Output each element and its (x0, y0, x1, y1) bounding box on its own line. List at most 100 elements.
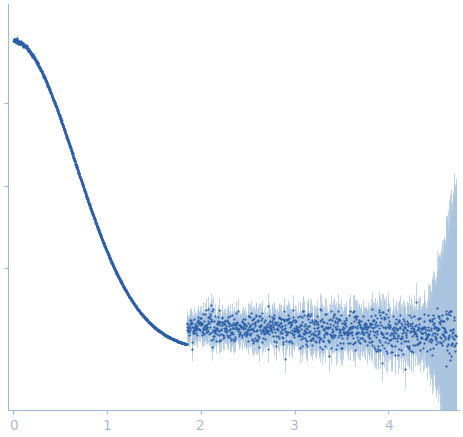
Point (111, 265, 118, 272)
Point (317, 323, 325, 329)
Point (57, 117, 64, 124)
Point (16, 40, 24, 47)
Point (151, 324, 158, 331)
Point (102, 246, 110, 253)
Point (334, 317, 342, 324)
Point (238, 318, 246, 325)
Point (72, 160, 79, 167)
Point (283, 331, 290, 338)
Point (162, 332, 169, 339)
Point (18, 41, 25, 48)
Point (405, 337, 412, 344)
Point (354, 318, 362, 325)
Point (124, 291, 131, 298)
Point (427, 326, 435, 333)
Point (128, 296, 135, 303)
Point (31, 55, 38, 62)
Point (136, 308, 143, 315)
Point (83, 193, 91, 200)
Point (82, 192, 90, 199)
Point (207, 302, 214, 309)
Point (432, 324, 439, 331)
Point (357, 317, 365, 324)
Point (46, 88, 54, 95)
Point (435, 319, 443, 326)
Point (313, 318, 320, 325)
Point (149, 322, 156, 329)
Point (50, 97, 57, 104)
Point (100, 242, 108, 249)
Point (162, 332, 169, 339)
Point (101, 243, 109, 250)
Point (172, 336, 179, 343)
Point (112, 268, 119, 275)
Point (310, 331, 317, 338)
Point (116, 276, 123, 283)
Point (403, 317, 410, 324)
Point (177, 339, 185, 346)
Point (151, 324, 158, 331)
Point (337, 327, 344, 334)
Point (375, 306, 383, 313)
Point (144, 318, 152, 325)
Point (22, 45, 30, 52)
Point (26, 47, 33, 54)
Point (43, 79, 50, 86)
Point (46, 86, 53, 93)
Point (113, 270, 120, 277)
Point (33, 58, 41, 65)
Point (215, 331, 222, 338)
Point (408, 327, 416, 334)
Point (381, 315, 388, 322)
Point (113, 269, 120, 276)
Point (169, 336, 177, 343)
Point (224, 319, 232, 326)
Point (148, 322, 156, 329)
Point (153, 326, 160, 333)
Point (80, 185, 87, 192)
Point (355, 339, 363, 346)
Point (172, 337, 179, 344)
Point (176, 339, 183, 346)
Point (388, 342, 396, 349)
Point (180, 340, 188, 347)
Point (111, 264, 118, 271)
Point (435, 326, 442, 333)
Point (63, 131, 70, 138)
Point (390, 333, 398, 340)
Point (223, 328, 230, 335)
Point (83, 193, 90, 200)
Point (308, 317, 315, 324)
Point (221, 325, 228, 332)
Point (254, 327, 261, 334)
Point (119, 283, 127, 290)
Point (205, 315, 213, 322)
Point (32, 57, 39, 64)
Point (108, 260, 116, 267)
Point (309, 335, 317, 342)
Point (113, 269, 120, 276)
Point (300, 312, 308, 319)
Point (375, 321, 382, 328)
Point (52, 103, 60, 110)
Point (238, 323, 245, 330)
Point (52, 101, 59, 108)
Point (148, 322, 156, 329)
Point (371, 329, 379, 336)
Point (94, 223, 101, 230)
Point (196, 325, 203, 332)
Point (352, 314, 360, 321)
Point (279, 334, 287, 341)
Point (274, 318, 281, 325)
Point (138, 311, 145, 318)
Point (246, 332, 253, 339)
Point (227, 322, 234, 329)
Point (118, 280, 125, 287)
Point (60, 126, 68, 133)
Point (62, 132, 69, 139)
Point (123, 288, 130, 295)
Point (180, 340, 187, 347)
Point (49, 94, 56, 101)
Point (95, 226, 102, 233)
Point (20, 41, 28, 48)
